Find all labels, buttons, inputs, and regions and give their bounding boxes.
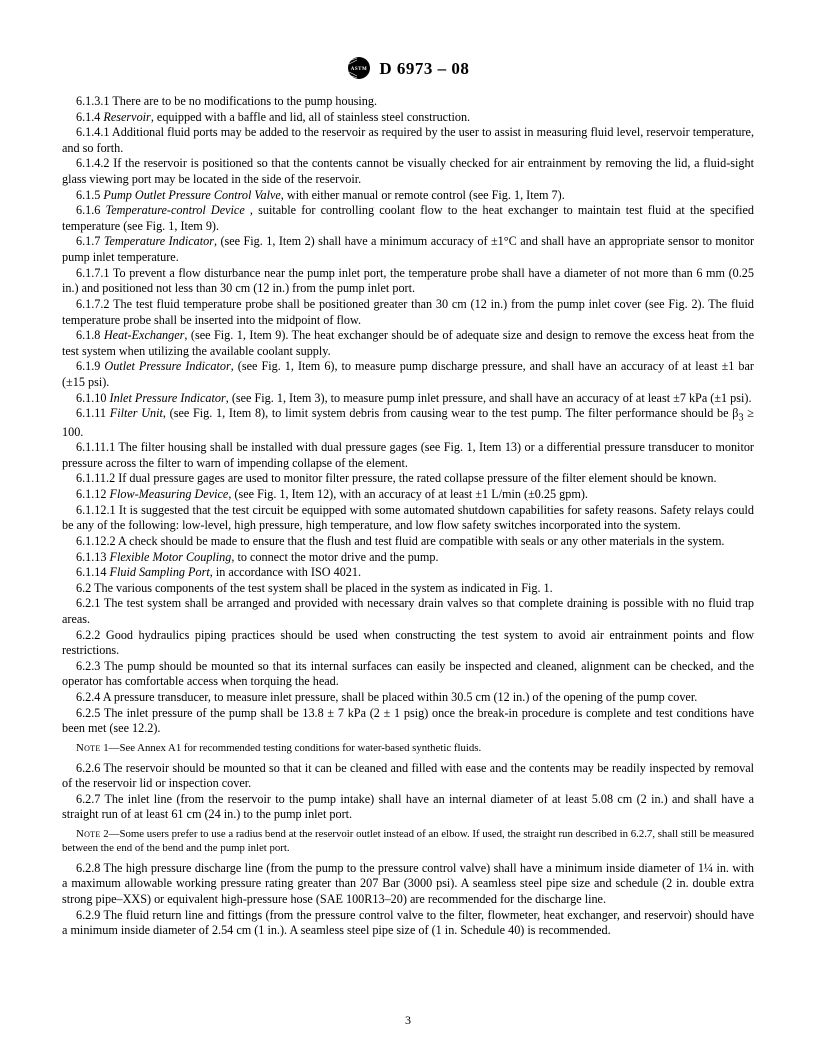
body-paragraph: 6.1.11 Filter Unit, (see Fig. 1, Item 8)… xyxy=(62,406,754,440)
designation-text: D 6973 – 08 xyxy=(379,59,469,78)
body-paragraph: 6.2.6 The reservoir should be mounted so… xyxy=(62,761,754,792)
body-paragraph: 6.2.4 A pressure transducer, to measure … xyxy=(62,690,754,706)
body-paragraph: 6.1.10 Inlet Pressure Indicator, (see Fi… xyxy=(62,391,754,407)
body-paragraph: 6.1.8 Heat-Exchanger, (see Fig. 1, Item … xyxy=(62,328,754,359)
document-body: 6.1.3.1 There are to be no modifications… xyxy=(62,94,754,939)
note-paragraph: Note 2—Some users prefer to use a radius… xyxy=(62,828,754,856)
body-paragraph: 6.2.7 The inlet line (from the reservoir… xyxy=(62,792,754,823)
body-paragraph: 6.1.4.2 If the reservoir is positioned s… xyxy=(62,156,754,187)
document-header: ASTM D 6973 – 08 xyxy=(62,56,754,80)
body-paragraph: 6.1.14 Fluid Sampling Port, in accordanc… xyxy=(62,565,754,581)
body-paragraph: 6.2.2 Good hydraulics piping practices s… xyxy=(62,628,754,659)
body-paragraph: 6.1.3.1 There are to be no modifications… xyxy=(62,94,754,110)
body-paragraph: 6.1.13 Flexible Motor Coupling, to conne… xyxy=(62,550,754,566)
body-paragraph: 6.2.3 The pump should be mounted so that… xyxy=(62,659,754,690)
body-paragraph: 6.1.11.1 The filter housing shall be ins… xyxy=(62,440,754,471)
page-number: 3 xyxy=(0,1013,816,1028)
body-paragraph: 6.1.11.2 If dual pressure gages are used… xyxy=(62,471,754,487)
body-paragraph: 6.1.12.2 A check should be made to ensur… xyxy=(62,534,754,550)
body-paragraph: 6.1.7.2 The test fluid temperature probe… xyxy=(62,297,754,328)
body-paragraph: 6.2.1 The test system shall be arranged … xyxy=(62,596,754,627)
body-paragraph: 6.1.12 Flow-Measuring Device, (see Fig. … xyxy=(62,487,754,503)
body-paragraph: 6.1.5 Pump Outlet Pressure Control Valve… xyxy=(62,188,754,204)
body-paragraph: 6.2 The various components of the test s… xyxy=(62,581,754,597)
body-paragraph: 6.1.9 Outlet Pressure Indicator, (see Fi… xyxy=(62,359,754,390)
astm-logo-icon: ASTM xyxy=(347,56,371,80)
body-paragraph: 6.1.4 Reservoir, equipped with a baffle … xyxy=(62,110,754,126)
body-paragraph: 6.1.6 Temperature-control Device , suita… xyxy=(62,203,754,234)
body-paragraph: 6.2.5 The inlet pressure of the pump sha… xyxy=(62,706,754,737)
body-paragraph: 6.1.7.1 To prevent a flow disturbance ne… xyxy=(62,266,754,297)
body-paragraph: 6.1.7 Temperature Indicator, (see Fig. 1… xyxy=(62,234,754,265)
body-paragraph: 6.2.9 The fluid return line and fittings… xyxy=(62,908,754,939)
svg-text:ASTM: ASTM xyxy=(350,67,366,72)
body-paragraph: 6.1.12.1 It is suggested that the test c… xyxy=(62,503,754,534)
body-paragraph: 6.2.8 The high pressure discharge line (… xyxy=(62,861,754,908)
note-paragraph: Note 1—See Annex A1 for recommended test… xyxy=(62,742,754,756)
body-paragraph: 6.1.4.1 Additional fluid ports may be ad… xyxy=(62,125,754,156)
